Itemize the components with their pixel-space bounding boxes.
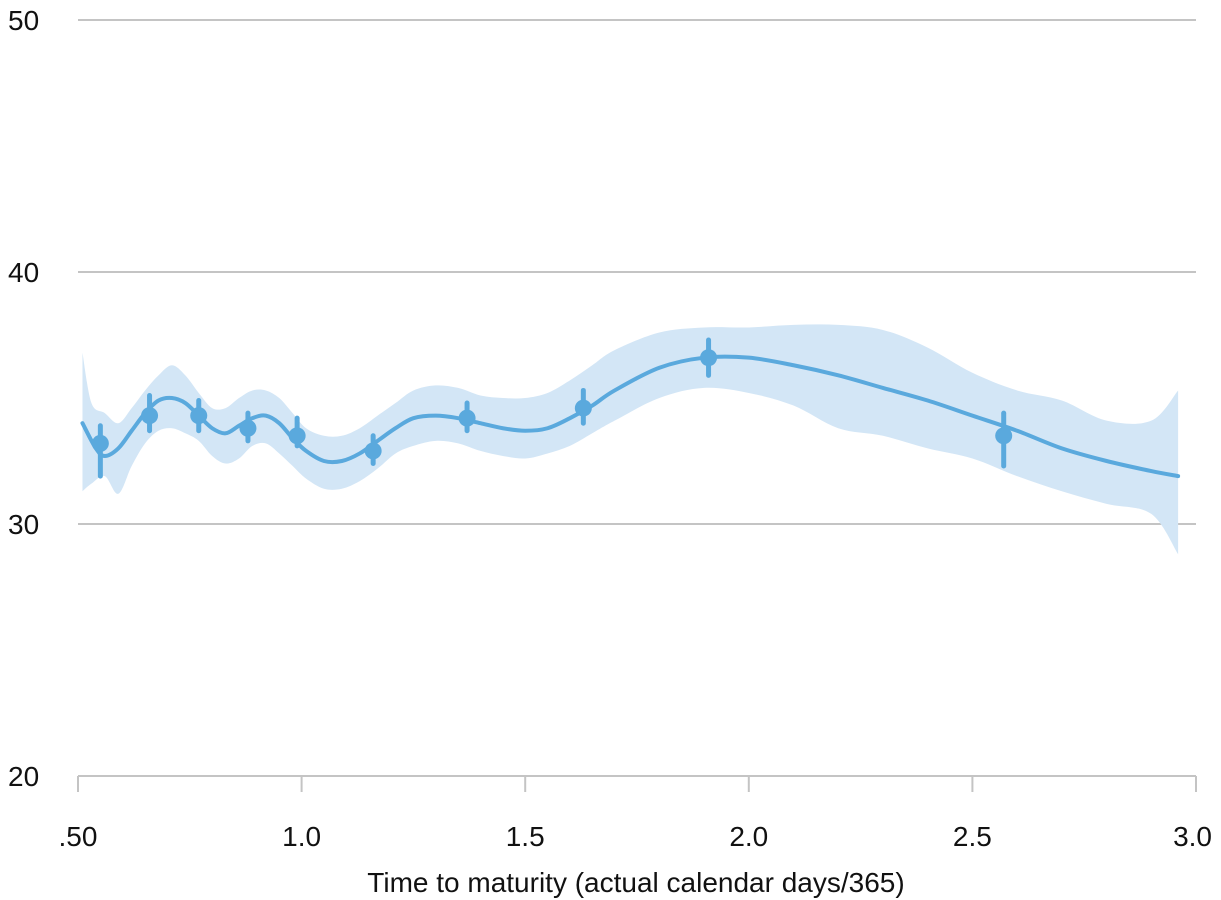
x-tick-label-4: 2.5 — [953, 821, 992, 852]
x-tick-label-1: 1.0 — [282, 821, 321, 852]
data-point-6 — [458, 409, 476, 427]
data-point-0 — [91, 434, 109, 452]
y-tick-label-20: 20 — [8, 761, 39, 792]
data-point-9 — [995, 427, 1013, 445]
fitted-curve-line — [80, 354, 1181, 479]
data-point-2 — [190, 407, 208, 425]
x-tick-label-0: .50 — [59, 821, 98, 852]
data-point-7 — [574, 399, 592, 417]
data-point-3 — [239, 419, 257, 437]
band-layer — [82, 324, 1179, 555]
y-tick-label-30: 30 — [8, 509, 39, 540]
y-tick-label-40: 40 — [8, 257, 39, 288]
data-point-5 — [364, 442, 382, 460]
curve-layer — [80, 354, 1181, 479]
data-point-4 — [288, 427, 306, 445]
x-tick-label-3: 2.0 — [729, 821, 768, 852]
grid-layer — [78, 19, 1196, 777]
x-tick-label-5: 3.0 — [1173, 821, 1212, 852]
x-axis-title: Time to maturity (actual calendar days/3… — [367, 867, 904, 898]
confidence-band — [82, 324, 1179, 555]
points-layer — [91, 337, 1013, 479]
data-point-8 — [700, 349, 718, 367]
data-point-1 — [141, 407, 159, 425]
x-tick-label-2: 1.5 — [506, 821, 545, 852]
y-tick-label-50: 50 — [8, 5, 39, 36]
axis-layer: 20 30 40 50 .50 1.0 1.5 2.0 2.5 3.0 — [8, 5, 1212, 852]
